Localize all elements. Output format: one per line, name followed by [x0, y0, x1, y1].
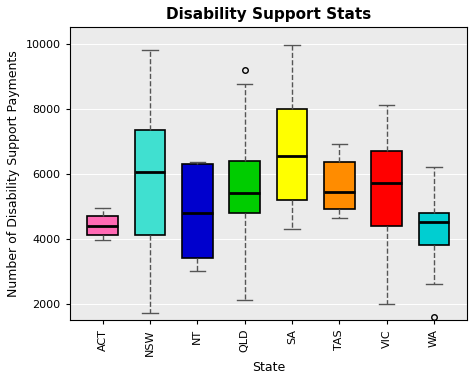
PathPatch shape	[324, 162, 355, 210]
PathPatch shape	[276, 109, 307, 200]
Title: Disability Support Stats: Disability Support Stats	[166, 7, 371, 22]
Y-axis label: Number of Disability Support Payments: Number of Disability Support Payments	[7, 50, 20, 297]
X-axis label: State: State	[252, 361, 285, 374]
PathPatch shape	[419, 213, 449, 245]
PathPatch shape	[87, 216, 118, 235]
PathPatch shape	[371, 151, 402, 226]
PathPatch shape	[229, 161, 260, 213]
PathPatch shape	[135, 130, 165, 235]
PathPatch shape	[182, 164, 213, 258]
